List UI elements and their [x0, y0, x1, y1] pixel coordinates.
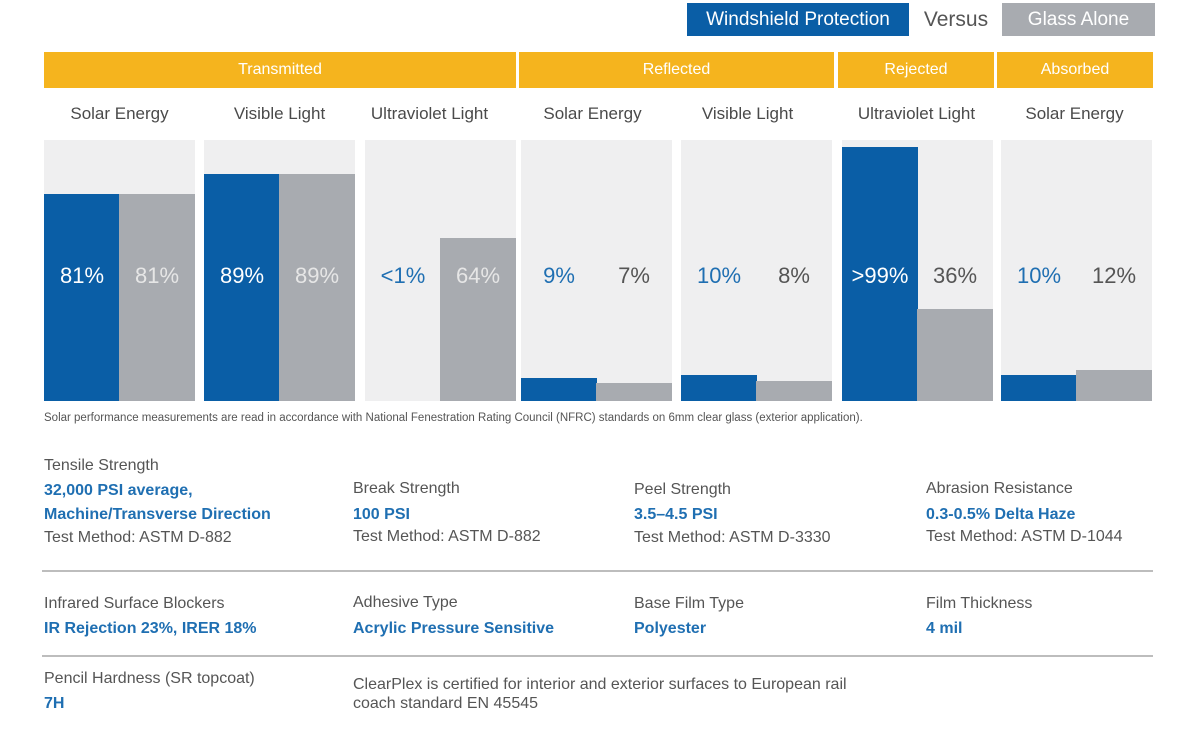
bar-windshield-protection	[681, 375, 757, 401]
legend-windshield-protection: Windshield Protection	[687, 3, 909, 36]
bar-windshield-protection	[1001, 375, 1077, 401]
chart-panel: 9% 7%	[521, 140, 672, 401]
chart-panel: 10% 12%	[1001, 140, 1152, 401]
film-thickness-value: 4 mil	[926, 620, 963, 637]
bar-glass-alone	[119, 194, 195, 401]
bar-glass-alone	[440, 238, 516, 401]
category-label: Solar Energy	[1025, 104, 1124, 123]
data-label: 10%	[1016, 263, 1062, 288]
bar-windshield-protection	[204, 174, 280, 401]
abrasion-resistance-method: Test Method: ASTM D-1044	[926, 528, 1123, 545]
data-label: <1%	[380, 263, 426, 288]
group-header-transmitted: Transmitted	[44, 52, 516, 88]
data-label: 12%	[1091, 263, 1137, 288]
base-film-type-label: Base Film Type	[634, 595, 744, 612]
tensile-strength-value: 32,000 PSI average,	[44, 482, 193, 499]
infrared-blockers-value: IR Rejection 23%, IRER 18%	[44, 620, 257, 637]
infrared-blockers-label: Infrared Surface Blockers	[44, 595, 225, 612]
adhesive-type-value: Acrylic Pressure Sensitive	[353, 620, 555, 637]
tensile-strength-method: Test Method: ASTM D-882	[44, 529, 232, 546]
certification-text-line2: coach standard EN 45545	[353, 695, 539, 712]
tensile-strength-value-detail: Machine/Transverse Direction	[44, 506, 271, 523]
bar-windshield-protection	[521, 378, 597, 401]
legend-glass-alone: Glass Alone	[1002, 3, 1155, 36]
peel-strength-label: Peel Strength	[634, 481, 731, 498]
film-thickness-label: Film Thickness	[926, 595, 1033, 612]
bar-glass-alone	[596, 383, 672, 401]
legend-versus: Versus	[923, 7, 989, 31]
divider	[42, 655, 1153, 657]
data-label: 7%	[618, 263, 650, 288]
bar-glass-alone	[279, 174, 355, 401]
data-label: 81%	[134, 263, 180, 288]
bar-glass-alone	[756, 381, 832, 401]
data-label: 81%	[59, 263, 105, 288]
base-film-type-value: Polyester	[634, 620, 707, 637]
data-label: 9%	[543, 263, 575, 288]
bar-windshield-protection	[842, 147, 918, 401]
category-label: Ultraviolet Light	[370, 104, 489, 123]
category-label: Ultraviolet Light	[857, 104, 976, 123]
data-label: 89%	[219, 263, 265, 288]
abrasion-resistance-label: Abrasion Resistance	[926, 480, 1073, 497]
data-label: 36%	[932, 263, 978, 288]
group-header-absorbed: Absorbed	[997, 52, 1153, 88]
chart-panel: 81% 81%	[44, 140, 195, 401]
data-label: 10%	[696, 263, 742, 288]
divider	[42, 570, 1153, 572]
adhesive-type-label: Adhesive Type	[353, 594, 458, 611]
peel-strength-method: Test Method: ASTM D-3330	[634, 529, 831, 546]
data-label: 64%	[455, 263, 501, 288]
data-label: >99%	[851, 263, 909, 288]
footnote: Solar performance measurements are read …	[44, 412, 863, 424]
chart-panel: 10% 8%	[681, 140, 832, 401]
chart-panel: <1% 64%	[365, 140, 516, 401]
bar-glass-alone	[1076, 370, 1152, 401]
pencil-hardness-value: 7H	[44, 695, 65, 712]
chart-panel: >99% 36%	[842, 140, 993, 401]
chart-panel: 89% 89%	[204, 140, 355, 401]
category-label: Visible Light	[701, 104, 794, 123]
tensile-strength-label: Tensile Strength	[44, 457, 159, 474]
break-strength-method: Test Method: ASTM D-882	[353, 528, 541, 545]
group-header-rejected: Rejected	[838, 52, 994, 88]
certification-text: ClearPlex is certified for interior and …	[353, 676, 847, 693]
peel-strength-value: 3.5–4.5 PSI	[634, 506, 718, 523]
data-label: 8%	[778, 263, 810, 288]
category-label: Solar Energy	[543, 104, 642, 123]
pencil-hardness-label: Pencil Hardness (SR topcoat)	[44, 670, 255, 687]
data-label: 89%	[294, 263, 340, 288]
group-header-reflected: Reflected	[519, 52, 834, 88]
break-strength-label: Break Strength	[353, 480, 460, 497]
bar-windshield-protection	[44, 194, 120, 401]
category-label: Solar Energy	[70, 104, 169, 123]
category-label: Visible Light	[233, 104, 326, 123]
bar-glass-alone	[917, 309, 993, 401]
break-strength-value: 100 PSI	[353, 506, 410, 523]
abrasion-resistance-value: 0.3-0.5% Delta Haze	[926, 506, 1076, 523]
